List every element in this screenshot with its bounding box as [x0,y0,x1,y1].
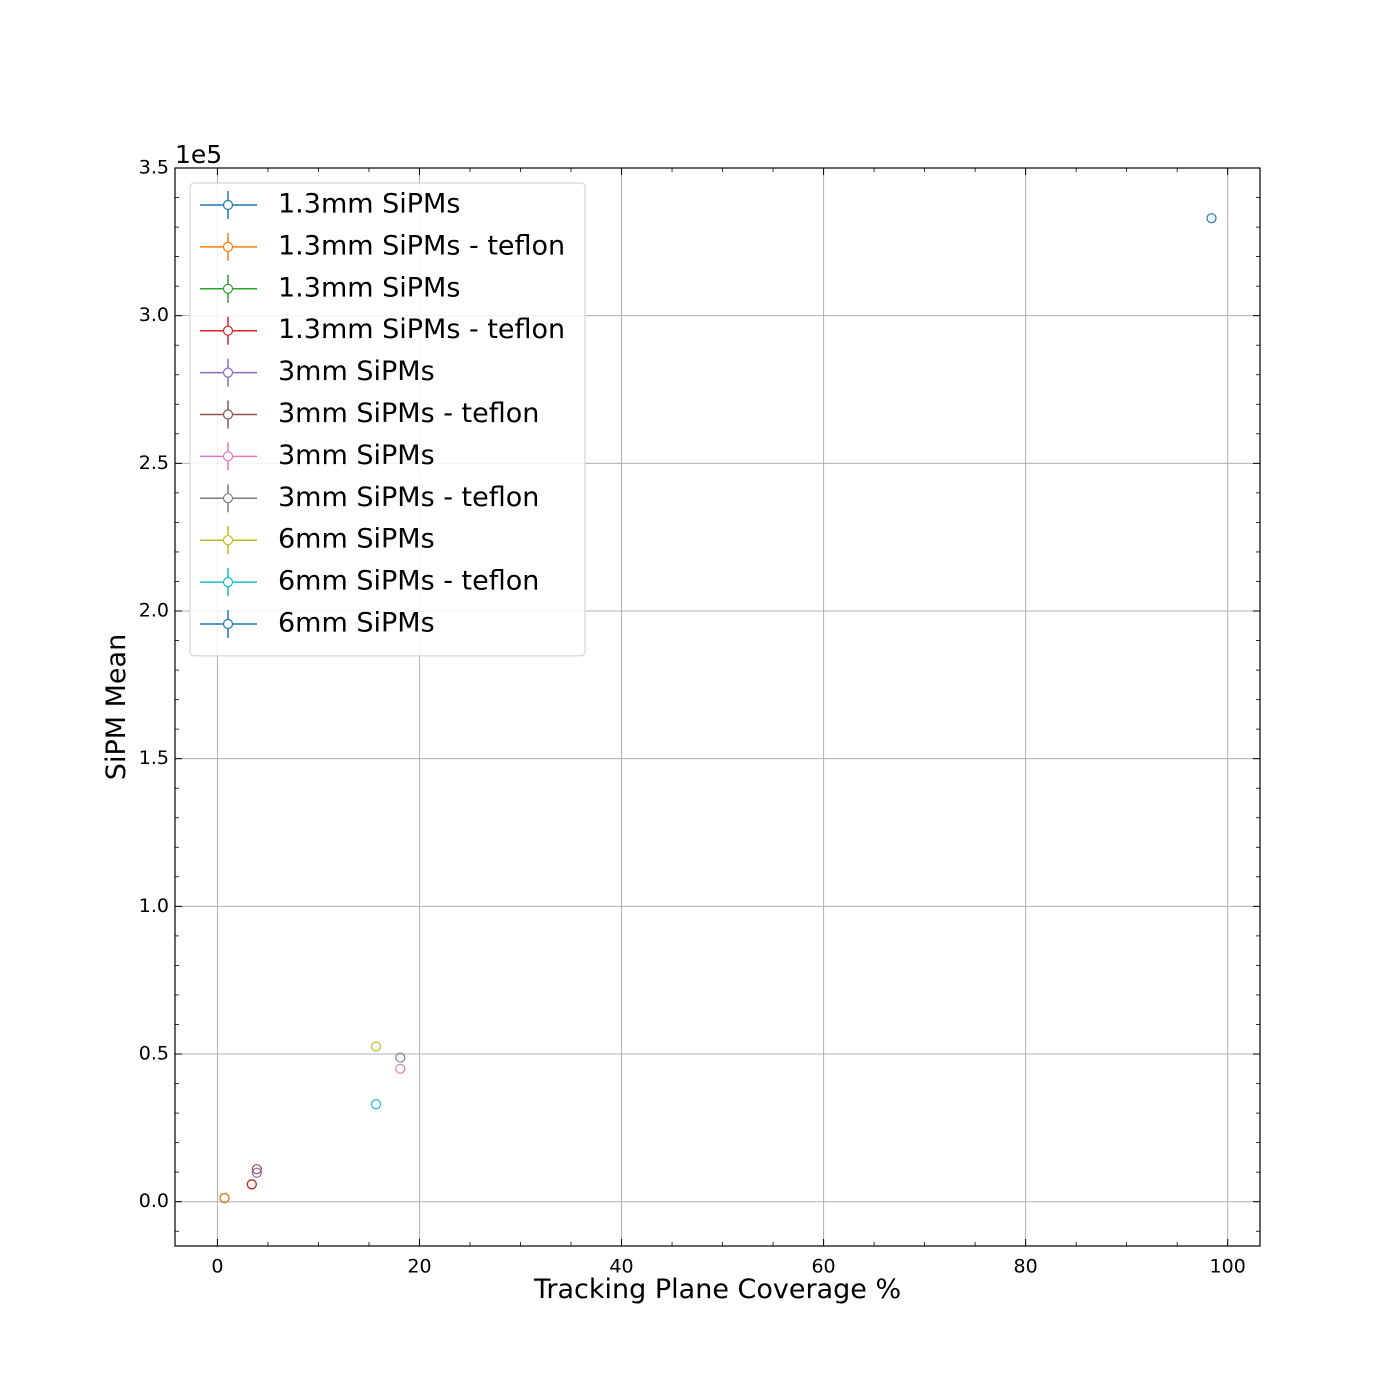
legend-label: 3mm SiPMs [278,440,435,471]
legend-entry: 3mm SiPMs [200,440,435,471]
y-tick-label: 1.5 [139,747,169,769]
legend-label: 6mm SiPMs [278,608,435,639]
legend-marker [222,576,234,588]
legend-marker [222,618,234,630]
legend-entry: 6mm SiPMs [200,608,435,639]
x-tick-label: 100 [1210,1256,1246,1278]
legend-marker [222,325,234,336]
y-tick-label: 2.5 [139,452,169,474]
legend-label: 1.3mm SiPMs [278,272,460,303]
legend-marker [222,493,234,504]
legend-label: 3mm SiPMs - teflon [278,482,539,513]
x-tick-label: 20 [407,1256,431,1278]
data-point [246,1179,257,1190]
y-tick-label: 2.0 [139,600,169,622]
legend-label: 1.3mm SiPMs - teflon [278,314,565,345]
data-points [219,213,1217,1204]
legend-marker [222,199,234,211]
y-tick-label: 3.5 [139,157,169,179]
legend-entry: 1.3mm SiPMs [200,272,460,303]
legend-entry: 1.3mm SiPMs [200,189,460,220]
y-axis-label: SiPM Mean [101,634,132,780]
legend-marker [222,367,234,378]
plot-frame [174,167,1261,1247]
data-point [251,1167,262,1178]
legend-entry: 3mm SiPMs - teflon [200,482,539,513]
legend-entry: 1.3mm SiPMs - teflon [200,314,565,345]
data-point [395,1052,406,1063]
data-point [1206,213,1217,224]
data-point [395,1063,406,1074]
x-tick-label: 40 [609,1256,633,1278]
legend-entry: 6mm SiPMs - teflon [200,566,539,597]
x-axis-label: Tracking Plane Coverage % [533,1274,901,1305]
x-tick-label: 60 [811,1256,835,1278]
y-offset-label: 1e5 [175,140,222,169]
legend-marker [222,409,234,420]
legend-label: 6mm SiPMs [278,524,435,555]
tick-labels: 0 20 40 60 80 100 0.0 0.5 1.0 1.5 2.0 2.5 3.0 3.5 [139,157,1246,1278]
legend-entry: 3mm SiPMs - teflon [200,398,539,429]
legend-label: 1.3mm SiPMs - teflon [278,230,565,261]
legend-box [189,182,586,657]
y-tick-label: 3.0 [139,304,169,326]
legend-marker [222,241,234,252]
legend-label: 1.3mm SiPMs [278,189,460,220]
legend-marker [222,451,234,462]
data-point [251,1164,262,1175]
y-tick-label: 0.0 [139,1190,169,1212]
legend-marker [222,283,234,294]
legend-label: 6mm SiPMs - teflon [278,566,539,597]
data-point [219,1192,230,1203]
legend-marker [222,535,234,546]
legend: 1.3mm SiPMs 1.3mm SiPMs - teflon 1.3mm SiP… [189,182,586,657]
legend-label: 3mm SiPMs [278,356,435,387]
y-tick-label: 0.5 [139,1043,169,1065]
legend-entry: 3mm SiPMs [200,356,435,387]
legend-entry: 6mm SiPMs [200,524,435,555]
data-point [370,1099,382,1110]
legend-label: 3mm SiPMs - teflon [278,398,539,429]
data-point [370,1041,382,1052]
x-tick-label: 80 [1014,1256,1038,1278]
legend-entry: 1.3mm SiPMs - teflon [200,230,565,261]
y-tick-label: 1.0 [139,895,169,917]
x-tick-label: 0 [211,1256,223,1278]
